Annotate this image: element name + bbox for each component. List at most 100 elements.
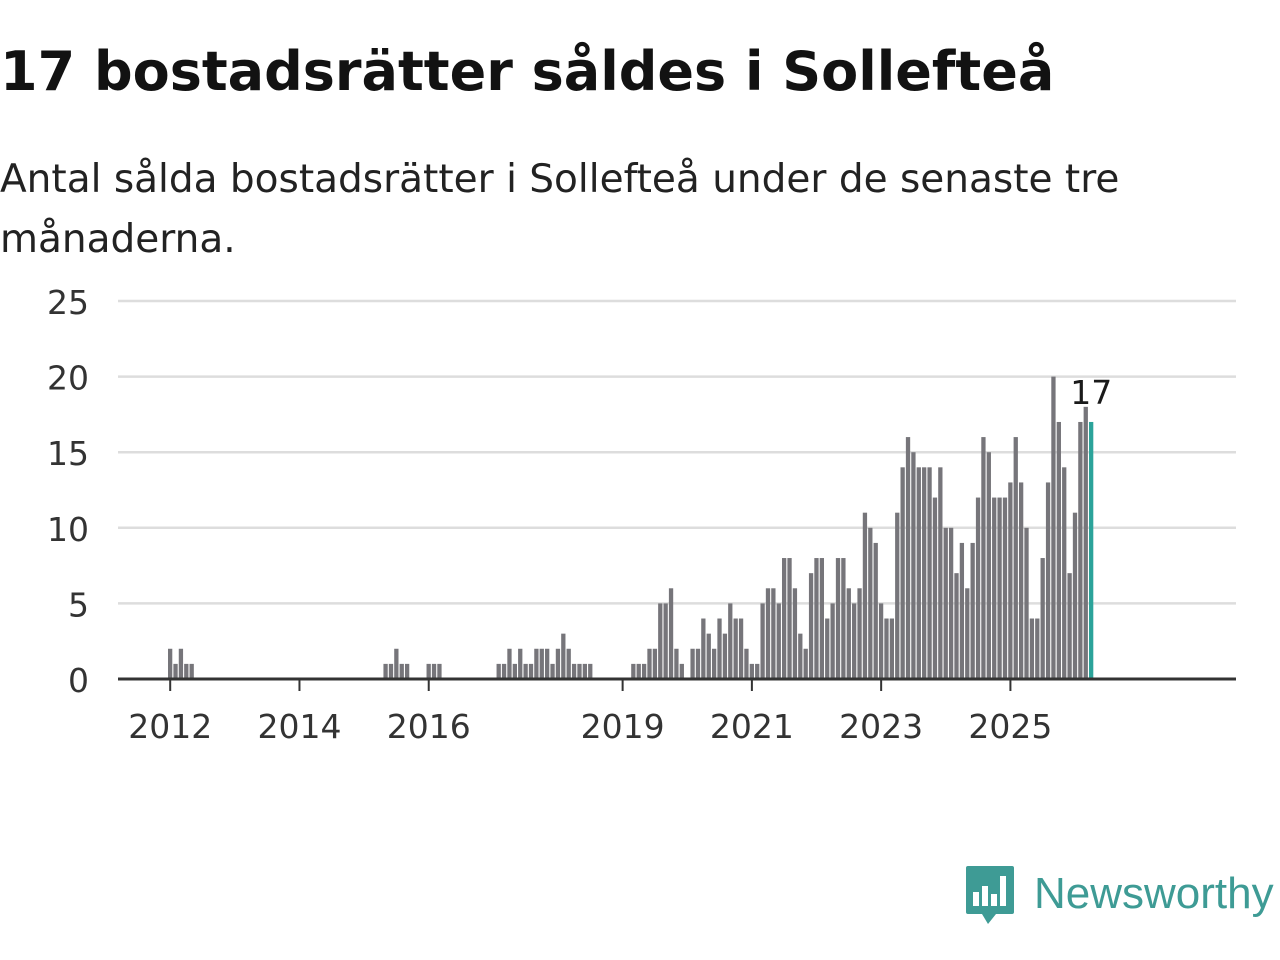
bar xyxy=(873,542,878,679)
bar xyxy=(911,452,916,679)
bar xyxy=(857,588,862,679)
bar-latest xyxy=(1089,421,1094,679)
bar xyxy=(771,588,776,679)
bar xyxy=(1013,437,1018,679)
bar xyxy=(744,648,749,679)
bar xyxy=(835,558,841,679)
bar xyxy=(1024,527,1029,679)
bar xyxy=(507,648,512,679)
bar xyxy=(388,663,394,679)
bar xyxy=(636,663,641,679)
bar xyxy=(760,603,765,679)
bar xyxy=(997,497,1002,679)
bar xyxy=(992,497,997,679)
bar xyxy=(825,618,830,679)
bar xyxy=(690,648,695,679)
bar xyxy=(900,467,905,679)
bar xyxy=(733,618,738,679)
bar xyxy=(782,558,787,679)
bar xyxy=(555,648,561,679)
bar xyxy=(706,633,711,679)
bar xyxy=(943,527,948,679)
bar xyxy=(523,663,528,679)
bar xyxy=(862,512,868,679)
y-tick-label: 20 xyxy=(47,359,89,398)
bar xyxy=(399,663,404,679)
bar xyxy=(1018,482,1024,679)
bar xyxy=(1078,421,1083,679)
bar xyxy=(701,618,706,679)
bar xyxy=(922,467,927,679)
chart-title: 17 bostadsrätter såldes i Sollefteå xyxy=(0,40,1055,103)
bar xyxy=(852,603,857,679)
bar xyxy=(722,633,728,679)
bar xyxy=(841,558,846,679)
bar xyxy=(1040,558,1045,679)
bar xyxy=(1035,618,1040,679)
bar xyxy=(889,618,895,679)
x-tick-label: 2012 xyxy=(128,707,212,746)
bar xyxy=(561,633,566,679)
bar xyxy=(717,618,722,679)
bar xyxy=(695,648,701,679)
bar xyxy=(647,648,652,679)
bar xyxy=(776,603,781,679)
bar xyxy=(798,633,803,679)
bar xyxy=(550,663,555,679)
x-tick-label: 2023 xyxy=(839,707,923,746)
bar xyxy=(528,663,534,679)
bar xyxy=(184,663,189,679)
bar xyxy=(749,663,754,679)
brand: Newsworthy xyxy=(964,864,1274,928)
bar xyxy=(959,542,965,679)
bar xyxy=(545,648,550,679)
bar xyxy=(539,648,544,679)
bar xyxy=(954,573,959,679)
bar xyxy=(679,663,684,679)
bar xyxy=(986,452,991,679)
bar xyxy=(970,542,975,679)
bar xyxy=(868,527,873,679)
bar xyxy=(787,558,792,679)
y-tick-label: 25 xyxy=(47,283,89,322)
bar xyxy=(663,603,668,679)
bar xyxy=(975,497,981,679)
bar xyxy=(755,663,760,679)
bar xyxy=(728,603,733,679)
bar xyxy=(948,527,954,679)
bar xyxy=(1056,421,1061,679)
bar xyxy=(738,618,744,679)
bar xyxy=(830,603,835,679)
bar xyxy=(1062,467,1067,679)
bar xyxy=(437,663,442,679)
bar xyxy=(1067,573,1072,679)
bar xyxy=(895,512,900,679)
bar xyxy=(803,648,808,679)
bar xyxy=(884,618,889,679)
bar xyxy=(1002,497,1008,679)
bar xyxy=(566,648,571,679)
bar xyxy=(518,648,523,679)
bar xyxy=(658,603,663,679)
bar xyxy=(878,603,884,679)
bar xyxy=(765,588,771,679)
bar xyxy=(534,648,539,679)
bar xyxy=(965,588,970,679)
bar xyxy=(1008,482,1013,679)
bar xyxy=(652,648,658,679)
bar xyxy=(178,648,184,679)
bar xyxy=(905,437,911,679)
brand-name: Newsworthy xyxy=(1034,869,1274,918)
bar xyxy=(431,663,437,679)
bar xyxy=(404,663,410,679)
bar xyxy=(792,588,798,679)
bar xyxy=(808,573,814,679)
bar xyxy=(938,467,943,679)
bar xyxy=(631,663,636,679)
axes xyxy=(118,677,1236,691)
bar xyxy=(819,558,824,679)
bar xyxy=(588,663,593,679)
bar xyxy=(668,588,674,679)
gridlines xyxy=(118,299,1236,605)
